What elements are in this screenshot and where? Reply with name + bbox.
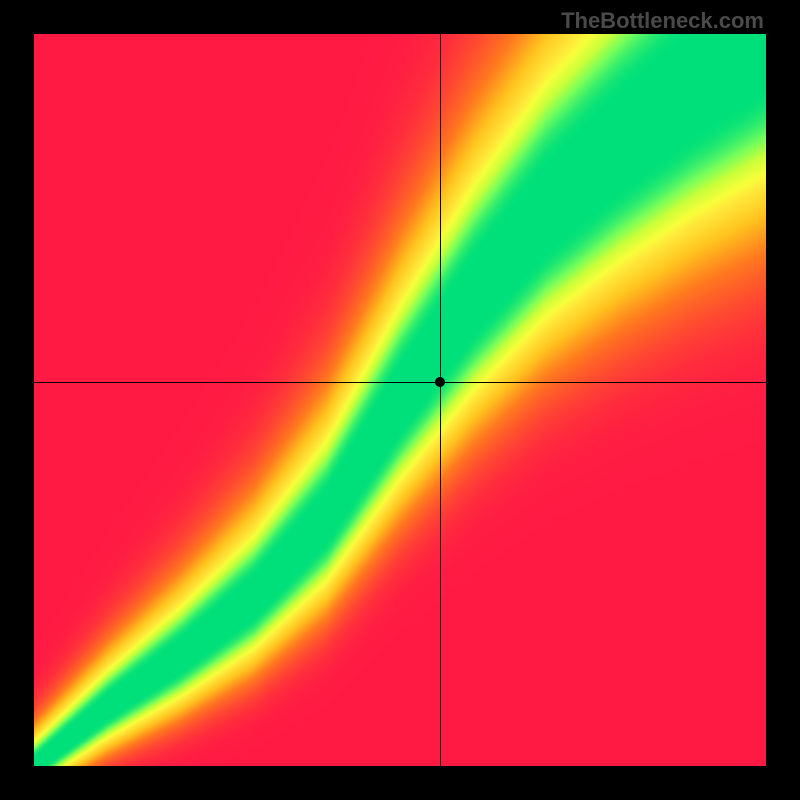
crosshair-vertical bbox=[440, 34, 441, 766]
crosshair-horizontal bbox=[34, 382, 766, 383]
watermark-text: TheBottleneck.com bbox=[561, 8, 764, 34]
heatmap-canvas bbox=[34, 34, 766, 766]
heatmap-plot bbox=[34, 34, 766, 766]
crosshair-marker-dot bbox=[435, 377, 445, 387]
